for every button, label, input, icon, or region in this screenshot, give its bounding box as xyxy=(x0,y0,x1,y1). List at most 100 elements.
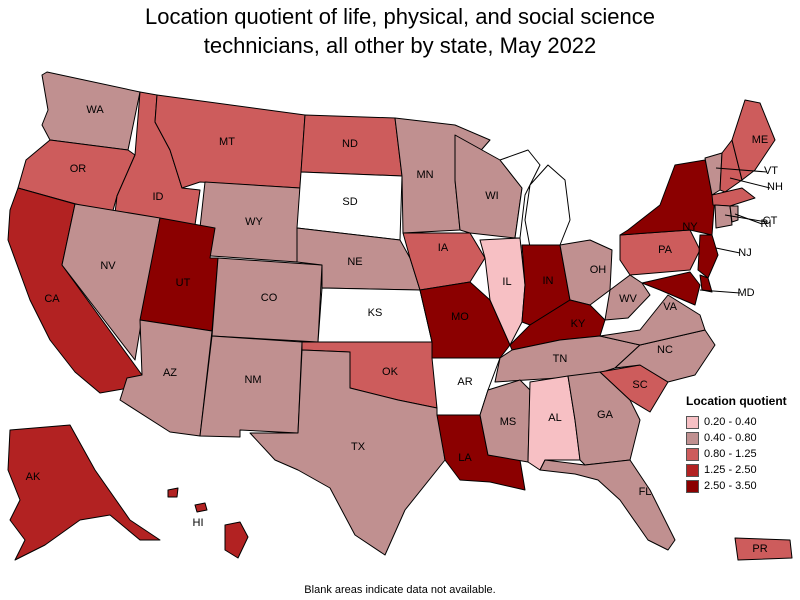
state-label-pr: PR xyxy=(752,543,767,555)
legend-swatch xyxy=(686,463,699,477)
legend-range-label: 1.25 - 2.50 xyxy=(704,464,757,476)
state-ny xyxy=(619,159,716,236)
state-label-sc: SC xyxy=(632,379,647,391)
state-de xyxy=(699,274,713,293)
state-label-nm: NM xyxy=(244,374,261,386)
legend-swatch xyxy=(686,479,699,493)
state-label-mn: MN xyxy=(416,169,433,181)
state-label-ks: KS xyxy=(368,307,383,319)
state-label-wa: WA xyxy=(86,104,104,116)
state-label-az: AZ xyxy=(163,367,177,379)
legend-item: 2.50 - 3.50 xyxy=(686,478,798,494)
state-nh xyxy=(719,139,743,193)
legend-swatch xyxy=(686,447,699,461)
state-md xyxy=(641,271,701,306)
state-label-fl: FL xyxy=(639,486,652,498)
state-ak xyxy=(7,424,161,561)
state-ma xyxy=(711,187,756,207)
state-mi xyxy=(499,149,571,248)
state-label-ar: AR xyxy=(457,376,472,388)
legend-range-label: 0.20 - 0.40 xyxy=(704,416,757,428)
legend: Location quotient 0.20 - 0.40 0.40 - 0.80… xyxy=(686,394,798,494)
state-label-pa: PA xyxy=(658,244,673,256)
state-label-ut: UT xyxy=(176,277,191,289)
state-label-tx: TX xyxy=(351,441,366,453)
state-label-la: LA xyxy=(458,452,472,464)
state-label-vt: VT xyxy=(764,165,778,177)
state-nm xyxy=(199,335,303,438)
legend-item: 0.80 - 1.25 xyxy=(686,446,798,462)
legend-range-label: 0.40 - 0.80 xyxy=(704,432,757,444)
state-ri xyxy=(729,205,739,223)
state-label-nh: NH xyxy=(767,181,783,193)
state-label-ct: CT xyxy=(763,215,778,227)
state-label-ga: GA xyxy=(597,409,614,421)
state-tx xyxy=(249,349,446,556)
legend-range-label: 2.50 - 3.50 xyxy=(704,480,757,492)
state-label-md: MD xyxy=(737,287,754,299)
legend-item: 0.40 - 0.80 xyxy=(686,430,798,446)
state-label-in: IN xyxy=(543,275,554,287)
legend-title: Location quotient xyxy=(686,394,787,408)
title-line-2: technicians, all other by state, May 202… xyxy=(203,33,597,58)
state-nv xyxy=(61,203,161,361)
state-label-wy: WY xyxy=(245,216,263,228)
state-label-va: VA xyxy=(663,301,678,313)
state-hi xyxy=(167,487,249,559)
state-fl xyxy=(539,459,676,551)
leader-line-nj xyxy=(715,247,741,254)
state-label-co: CO xyxy=(261,292,278,304)
legend-swatch xyxy=(686,415,699,429)
state-ct xyxy=(714,204,733,229)
state-label-nv: NV xyxy=(100,260,116,272)
state-va xyxy=(599,294,706,346)
map-title: Location quotient of life, physical, and… xyxy=(0,2,800,60)
leader-line-ri xyxy=(734,213,763,225)
state-label-ne: NE xyxy=(347,256,362,268)
label-leader-lines xyxy=(699,167,771,294)
legend-items: 0.20 - 0.40 0.40 - 0.80 0.80 - 1.25 1.25 - … xyxy=(686,414,798,494)
state-label-or: OR xyxy=(70,163,87,175)
state-label-ia: IA xyxy=(438,242,449,254)
leader-line-vt xyxy=(715,167,768,173)
state-label-mo: MO xyxy=(451,311,469,323)
state-mo xyxy=(419,281,511,359)
state-label-ny: NY xyxy=(682,221,698,233)
state-label-hi: HI xyxy=(193,517,204,529)
state-label-me: ME xyxy=(752,134,769,146)
state-label-oh: OH xyxy=(590,264,607,276)
title-line-1: Location quotient of life, physical, and… xyxy=(145,4,655,29)
leader-line-md xyxy=(699,289,741,294)
state-label-ri: RI xyxy=(761,218,772,230)
state-label-ky: KY xyxy=(571,318,586,330)
state-label-wi: WI xyxy=(485,190,498,202)
state-label-ms: MS xyxy=(500,416,517,428)
state-il xyxy=(479,237,526,346)
state-label-ca: CA xyxy=(44,293,60,305)
state-shapes xyxy=(7,71,793,561)
state-label-mt: MT xyxy=(219,136,235,148)
state-wi xyxy=(454,134,523,239)
state-labels: WA OR CA ID NV MT WY UT AZ CO NM ND SD NE KS OK TX MN IA MO… xyxy=(26,104,783,555)
legend-item: 1.25 - 2.50 xyxy=(686,462,798,478)
state-label-nc: NC xyxy=(657,344,673,356)
state-me xyxy=(731,99,776,181)
state-label-tn: TN xyxy=(553,353,568,365)
state-label-ak: AK xyxy=(26,471,41,483)
state-pr xyxy=(734,537,793,561)
state-label-al: AL xyxy=(548,412,561,424)
footnote: Blank areas indicate data not available. xyxy=(304,584,496,596)
legend-swatch xyxy=(686,431,699,445)
state-or xyxy=(17,139,136,215)
state-label-id: ID xyxy=(153,191,164,203)
leader-line-nh xyxy=(729,177,771,189)
state-label-nd: ND xyxy=(342,138,358,150)
legend-item: 0.20 - 0.40 xyxy=(686,414,798,430)
legend-range-label: 0.80 - 1.25 xyxy=(704,448,757,460)
state-label-sd: SD xyxy=(342,196,357,208)
state-label-ok: OK xyxy=(382,366,399,378)
state-label-nj: NJ xyxy=(738,247,751,259)
state-label-wv: WV xyxy=(619,293,637,305)
state-nj xyxy=(697,234,719,279)
